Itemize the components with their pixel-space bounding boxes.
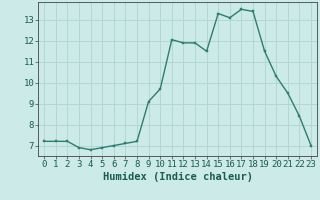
X-axis label: Humidex (Indice chaleur): Humidex (Indice chaleur) [103,172,252,182]
